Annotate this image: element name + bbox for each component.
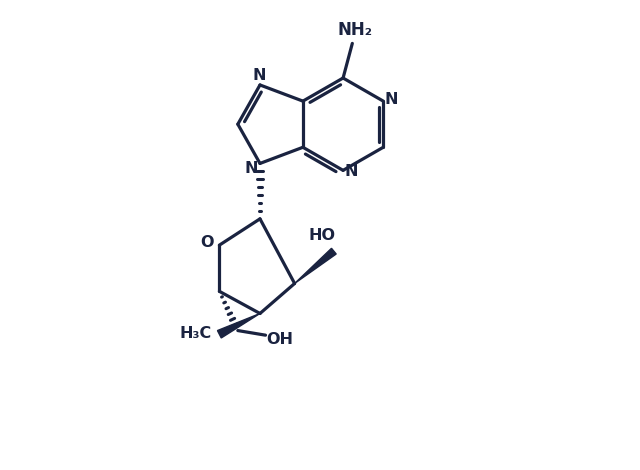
Polygon shape: [294, 248, 336, 283]
Text: N: N: [244, 161, 257, 176]
Text: NH₂: NH₂: [337, 21, 372, 39]
Text: OH: OH: [266, 332, 293, 347]
Text: N: N: [252, 68, 266, 83]
Text: N: N: [344, 164, 358, 179]
Text: H₃C: H₃C: [179, 326, 211, 341]
Text: N: N: [385, 92, 398, 107]
Text: HO: HO: [309, 228, 336, 243]
Text: O: O: [200, 235, 214, 251]
Polygon shape: [218, 313, 260, 338]
